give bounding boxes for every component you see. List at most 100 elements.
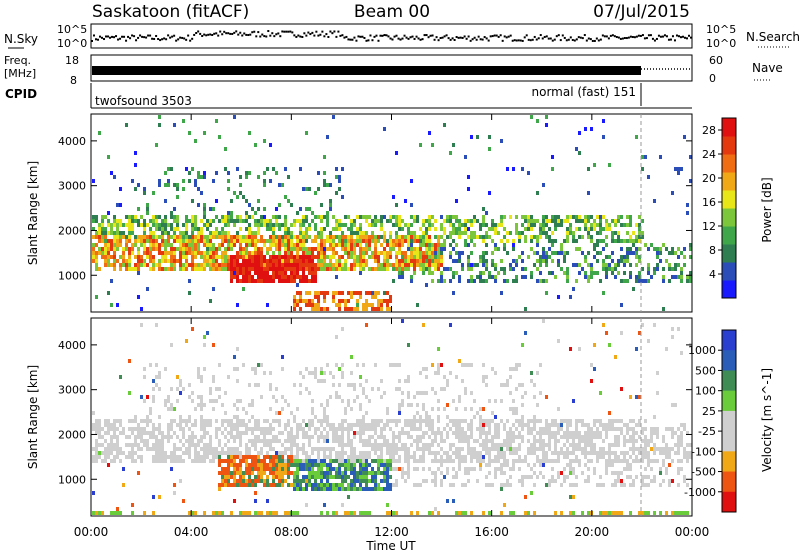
heatmap-cell <box>131 251 134 255</box>
heatmap-cell <box>113 435 116 439</box>
heatmap-cell <box>353 435 356 439</box>
heatmap-cell <box>140 307 143 311</box>
heatmap-cell <box>194 435 197 439</box>
heatmap-cell <box>152 267 155 271</box>
heatmap-cell <box>251 207 254 211</box>
heatmap-cell <box>437 247 440 251</box>
heatmap-cell <box>143 367 146 371</box>
nsky-point <box>629 35 632 38</box>
heatmap-cell <box>212 451 215 455</box>
heatmap-cell <box>122 427 125 431</box>
heatmap-cell <box>500 139 503 143</box>
heatmap-cell <box>143 511 146 515</box>
heatmap-cell <box>641 167 644 171</box>
heatmap-cell <box>656 427 659 431</box>
heatmap-cell <box>305 227 308 231</box>
heatmap-cell <box>176 187 179 191</box>
heatmap-cell <box>332 511 335 515</box>
heatmap-cell <box>530 235 533 239</box>
heatmap-cell <box>263 427 266 431</box>
heatmap-cell <box>218 267 221 271</box>
nsky-point <box>227 32 230 35</box>
heatmap-cell <box>386 259 389 263</box>
heatmap-cell <box>251 431 254 435</box>
heatmap-cell <box>278 475 281 479</box>
heatmap-cell <box>230 451 233 455</box>
heatmap-cell <box>224 223 227 227</box>
heatmap-cell <box>281 259 284 263</box>
heatmap-cell <box>494 467 497 471</box>
heatmap-cell <box>545 455 548 459</box>
heatmap-cell <box>158 451 161 455</box>
heatmap-cell <box>632 287 635 291</box>
nsky-point <box>395 34 398 37</box>
heatmap-cell <box>464 223 467 227</box>
heatmap-cell <box>656 435 659 439</box>
heatmap-cell <box>653 479 656 483</box>
heatmap-cell <box>320 263 323 267</box>
heatmap-cell <box>431 215 434 219</box>
heatmap-cell <box>395 255 398 259</box>
heatmap-cell <box>554 511 557 515</box>
heatmap-cell <box>392 419 395 423</box>
heatmap-cell <box>257 271 260 275</box>
nsky-point <box>295 35 298 38</box>
heatmap-cell <box>299 235 302 239</box>
heatmap-cell <box>236 219 239 223</box>
heatmap-cell <box>329 239 332 243</box>
heatmap-cell <box>392 247 395 251</box>
heatmap-cell <box>290 435 293 439</box>
heatmap-cell <box>113 447 116 451</box>
heatmap-cell <box>116 455 119 459</box>
heatmap-cell <box>500 487 503 491</box>
heatmap-cell <box>566 275 569 279</box>
nsky-point <box>497 35 500 38</box>
heatmap-cell <box>134 435 137 439</box>
heatmap-cell <box>335 335 338 339</box>
heatmap-cell <box>617 419 620 423</box>
heatmap-cell <box>467 175 470 179</box>
heatmap-cell <box>353 231 356 235</box>
heatmap-cell <box>365 483 368 487</box>
freq-label-1: Freq. <box>4 54 31 67</box>
heatmap-cell <box>401 399 404 403</box>
heatmap-cell <box>455 227 458 231</box>
heatmap-cell <box>641 451 644 455</box>
heatmap-cell <box>203 403 206 407</box>
heatmap-cell <box>653 267 656 271</box>
heatmap-cell <box>188 243 191 247</box>
heatmap-cell <box>281 479 284 483</box>
heatmap-cell <box>551 423 554 427</box>
heatmap-cell <box>290 231 293 235</box>
heatmap-cell <box>362 487 365 491</box>
heatmap-cell <box>488 431 491 435</box>
heatmap-cell <box>371 479 374 483</box>
heatmap-cell <box>149 435 152 439</box>
nsky-point <box>445 34 448 37</box>
heatmap-cell <box>479 427 482 431</box>
heatmap-cell <box>236 215 239 219</box>
nsky-point <box>547 37 550 40</box>
nsky-point <box>275 33 278 36</box>
heatmap-cell <box>539 435 542 439</box>
heatmap-cell <box>254 247 257 251</box>
heatmap-cell <box>233 435 236 439</box>
heatmap-cell <box>185 215 188 219</box>
nsky-point <box>515 39 518 42</box>
heatmap-cell <box>545 279 548 283</box>
heatmap-cell <box>233 475 236 479</box>
heatmap-cell <box>239 251 242 255</box>
heatmap-cell <box>320 487 323 491</box>
heatmap-cell <box>158 431 161 435</box>
heatmap-cell <box>677 435 680 439</box>
heatmap-cell <box>377 459 380 463</box>
heatmap-cell <box>395 387 398 391</box>
heatmap-cell <box>164 243 167 247</box>
heatmap-cell <box>320 419 323 423</box>
heatmap-cell <box>248 251 251 255</box>
heatmap-cell <box>356 487 359 491</box>
heatmap-cell <box>365 511 368 515</box>
heatmap-cell <box>320 231 323 235</box>
heatmap-cell <box>365 235 368 239</box>
heatmap-cell <box>320 235 323 239</box>
